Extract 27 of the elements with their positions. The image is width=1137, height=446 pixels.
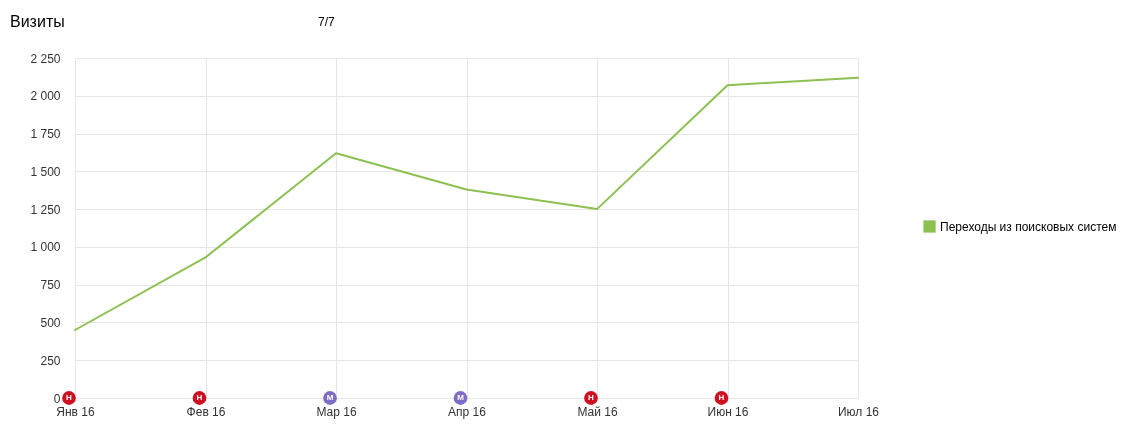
chart-title: Визиты [10,13,65,30]
annotation: М [457,393,465,402]
y-tick-label: 750 [40,278,61,293]
text: 7/7 [318,15,336,29]
y-tick-label: 1 250 [30,202,61,217]
y-tick-label: 2 000 [30,89,61,104]
y-tick-label: 1 500 [30,164,61,179]
y-tick-label: 250 [40,353,61,368]
annotation: Н [718,393,725,402]
y-tick-label: 1 000 [30,240,61,255]
y-tick-label: 500 [40,315,61,330]
annotation: Н [196,393,203,402]
line-series [74,76,859,331]
legend-label: Переходы из поисковых систем [940,219,1117,234]
x-tick-label: Янв 16 [56,404,95,419]
text: Н [66,393,73,402]
x-tick-label: Май 16 [577,404,618,419]
x-tick-label: Июн 16 [707,404,749,419]
annotation: М [326,393,334,402]
y-tick-label: 0 [53,391,61,406]
x-tick-label: Апр 16 [448,404,487,419]
x-tick-label: Июл 16 [837,404,880,419]
x-tick-label: Мар 16 [316,404,357,419]
annotation: Н [588,393,595,402]
y-tick-label: 2 250 [30,51,61,66]
x-tick-label: Фев 16 [186,404,226,419]
y-tick-label: 1 750 [30,127,61,142]
